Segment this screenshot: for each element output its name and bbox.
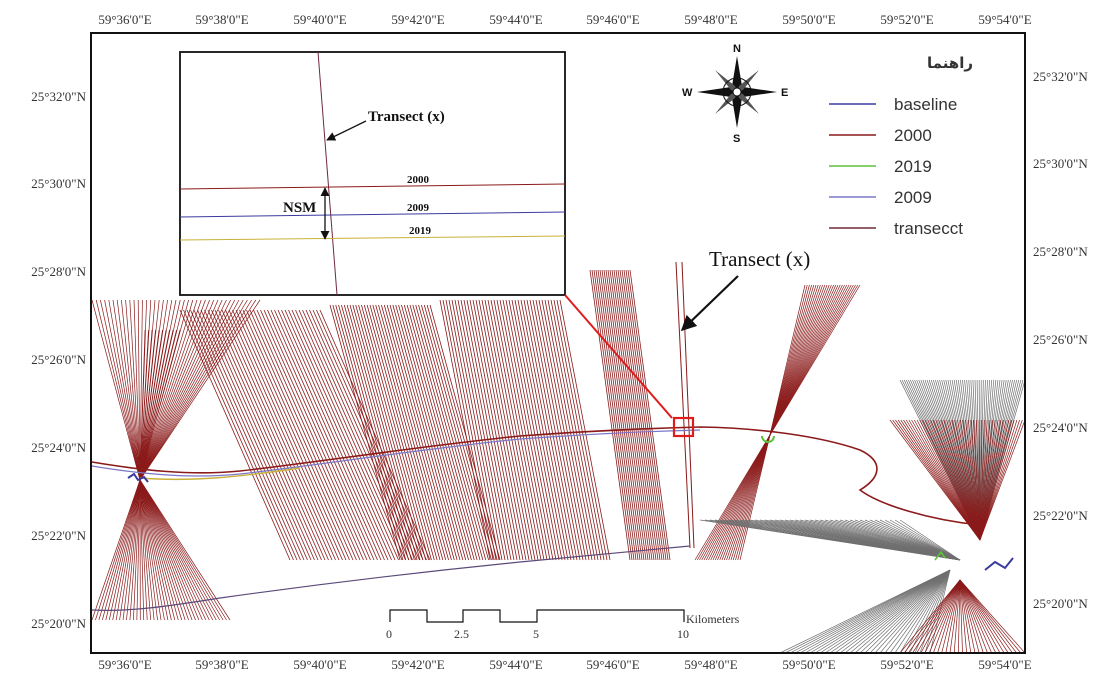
y-tick-left: 25°20'0"N — [31, 616, 86, 631]
y-tick-right: 25°20'0"N — [1033, 596, 1088, 611]
inset-map: Transect (x) NSM 2000 2009 2019 — [179, 51, 566, 296]
compass-n: N — [733, 43, 741, 55]
y-tick-left: 25°30'0"N — [31, 176, 86, 191]
shoreline-lines — [91, 426, 1014, 611]
x-tick-top: 59°50'0"E — [782, 12, 835, 27]
compass-w: W — [682, 87, 693, 99]
x-tick-top: 59°52'0"E — [880, 12, 933, 27]
y-tick-right: 25°32'0"N — [1033, 69, 1088, 84]
y-tick-right: 25°30'0"N — [1033, 156, 1088, 171]
north-arrow-compass: N S W E — [682, 43, 788, 145]
inset-2000-label: 2000 — [407, 174, 430, 186]
x-tick-bottom: 59°52'0"E — [880, 657, 933, 672]
x-tick-top: 59°42'0"E — [391, 12, 444, 27]
shoreline-2019 — [139, 467, 301, 481]
inset-transect-line — [317, 51, 338, 296]
inset-nsm-label: NSM — [283, 200, 316, 216]
highlight-box — [672, 416, 695, 438]
y-tick-left: 25°22'0"N — [31, 528, 86, 543]
x-tick-bottom: 59°50'0"E — [782, 657, 835, 672]
legend-item-label: 2000 — [894, 126, 932, 145]
green-mark-right — [934, 550, 946, 561]
legend-item-label: 2019 — [894, 157, 932, 176]
x-tick-top: 59°54'0"E — [978, 12, 1031, 27]
transect-lines — [91, 261, 1025, 653]
x-tick-bottom: 59°36'0"E — [98, 657, 151, 672]
x-tick-top: 59°38'0"E — [195, 12, 248, 27]
x-tick-top: 59°36'0"E — [98, 12, 151, 27]
x-tick-bottom: 59°40'0"E — [293, 657, 346, 672]
x-tick-top: 59°48'0"E — [684, 12, 737, 27]
shoreline-2000 — [91, 426, 981, 526]
baseline-line — [91, 545, 691, 611]
scale-tick-5: 5 — [533, 627, 539, 641]
legend: راهنما baseline 2000 2019 2009 transecct — [829, 54, 973, 238]
legend-item-label: transecct — [894, 219, 963, 238]
inset-2019-label: 2019 — [409, 225, 432, 237]
y-tick-right: 25°24'0"N — [1033, 420, 1088, 435]
compass-e: E — [781, 87, 788, 99]
x-tick-bottom: 59°48'0"E — [684, 657, 737, 672]
x-tick-bottom: 59°54'0"E — [978, 657, 1031, 672]
legend-item-label: 2009 — [894, 188, 932, 207]
shoreline-2009 — [91, 429, 701, 477]
x-tick-bottom: 59°38'0"E — [195, 657, 248, 672]
x-tick-top: 59°40'0"E — [293, 12, 346, 27]
inset-line-2000 — [179, 183, 566, 190]
y-tick-left: 25°28'0"N — [31, 264, 86, 279]
y-tick-left: 25°24'0"N — [31, 440, 86, 455]
x-axis-ticks-top: 59°36'0"E 59°38'0"E 59°40'0"E 59°42'0"E 59°4… — [98, 12, 1031, 27]
scale-tick-2-5: 2.5 — [454, 627, 469, 641]
baseline-blue-mark — [127, 472, 149, 483]
y-tick-right: 25°28'0"N — [1033, 244, 1088, 259]
inset-2009-label: 2009 — [407, 202, 430, 214]
y-axis-ticks-left: 25°32'0"N 25°30'0"N 25°28'0"N 25°26'0"N 25°2… — [31, 89, 86, 631]
baseline-right-mark — [984, 557, 1014, 571]
scale-unit: Kilometers — [686, 612, 740, 626]
legend-title: راهنما — [927, 54, 973, 72]
callout-transect-label: Transect (x) — [709, 247, 810, 271]
inset-line-2009 — [179, 211, 566, 218]
x-axis-ticks-bottom: 59°36'0"E 59°38'0"E 59°40'0"E 59°42'0"E 59°4… — [98, 657, 1031, 672]
inset-transect-label: Transect (x) — [368, 109, 445, 125]
scale-bar: 0 2.5 5 10 Kilometers — [386, 609, 740, 641]
scale-tick-10: 10 — [677, 627, 689, 641]
compass-s: S — [733, 133, 740, 145]
y-axis-ticks-right: 25°32'0"N 25°30'0"N 25°28'0"N 25°26'0"N 25°2… — [1033, 69, 1088, 611]
inset-line-2019 — [179, 235, 566, 241]
y-tick-right: 25°26'0"N — [1033, 332, 1088, 347]
y-tick-left: 25°32'0"N — [31, 89, 86, 104]
y-tick-right: 25°22'0"N — [1033, 508, 1088, 523]
x-tick-top: 59°46'0"E — [586, 12, 639, 27]
scale-tick-0: 0 — [386, 627, 392, 641]
x-tick-bottom: 59°44'0"E — [489, 657, 542, 672]
x-tick-top: 59°44'0"E — [489, 12, 542, 27]
inset-leader-line — [564, 294, 673, 419]
legend-item-label: baseline — [894, 95, 957, 114]
green-mark — [761, 435, 775, 443]
x-tick-bottom: 59°42'0"E — [391, 657, 444, 672]
callout-arrow — [680, 275, 739, 332]
y-tick-left: 25°26'0"N — [31, 352, 86, 367]
map-frame — [90, 32, 1026, 654]
x-tick-bottom: 59°46'0"E — [586, 657, 639, 672]
inset-transect-arrow — [326, 120, 367, 141]
